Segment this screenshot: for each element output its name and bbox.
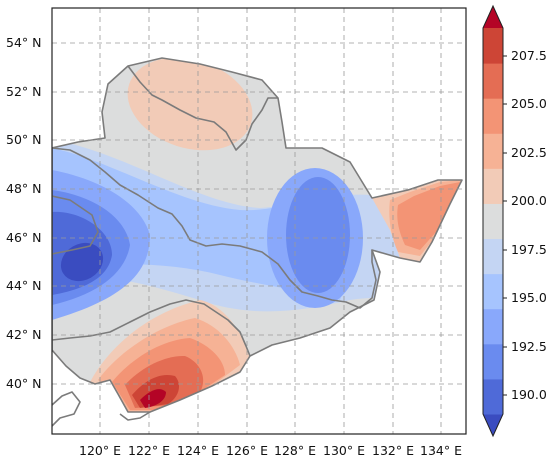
lat-label-42: 42° N [6,327,41,342]
colorbar-segments [483,6,503,436]
colorbar-segment [483,238,503,275]
graticule [52,8,466,434]
colorbar-segment [483,63,503,99]
latitude-labels: 54° N 52° N 50° N 48° N 46° N 44° N 42° … [6,35,41,391]
colorbar-label-202-5: 202.5 [511,145,547,160]
colorbar-extend-min [483,414,503,436]
colorbar-outline [482,4,504,438]
lon-label-132: 132° E [372,443,414,458]
coastline-southwest [52,391,81,427]
colorbar-segment [483,343,503,380]
colorbar: 207.5 205.0 202.5 200.0 197.5 195.0 192.… [482,4,547,438]
map-frame [51,7,467,435]
lat-label-44: 44° N [6,278,41,293]
province-border-north [127,65,278,151]
lon-label-128: 128° E [274,443,316,458]
lon-label-122: 122° E [128,443,170,458]
lon-label-134: 134° E [420,443,462,458]
province-border-south [52,299,251,357]
colorbar-segment [483,273,503,310]
lat-label-52: 52° N [6,84,41,99]
lat-label-40: 40° N [6,376,41,391]
lat-label-48: 48° N [6,181,41,196]
colorbar-label-200-0: 200.0 [511,193,547,208]
colorbar-segment [483,203,503,240]
longitude-labels: 120° E 122° E 124° E 126° E 128° E 130° … [79,443,462,458]
colorbar-label-190-0: 190.0 [511,387,547,402]
colorbar-segment [483,168,503,204]
colorbar-segment [483,378,503,415]
colorbar-label-192-5: 192.5 [511,339,547,354]
colorbar-label-207-5: 207.5 [511,48,547,63]
lon-label-124: 124° E [177,443,219,458]
province-border-island [119,411,151,421]
colorbar-label-205-0: 205.0 [511,96,547,111]
lon-label-120: 120° E [79,443,121,458]
colorbar-segment [483,133,503,169]
colorbar-segment [483,98,503,134]
colorbar-label-195-0: 195.0 [511,290,547,305]
province-border-middle [52,147,377,309]
colorbar-ticks [503,55,507,396]
colorbar-segment [483,28,503,64]
lon-label-126: 126° E [226,443,268,458]
lat-label-50: 50° N [6,132,41,147]
lat-label-46: 46° N [6,230,41,245]
lat-label-54: 54° N [6,35,41,50]
province-border-lake [52,195,99,255]
colorbar-segment [483,308,503,345]
colorbar-extend-max [483,6,503,28]
colorbar-label-197-5: 197.5 [511,242,547,257]
lon-label-130: 130° E [323,443,365,458]
